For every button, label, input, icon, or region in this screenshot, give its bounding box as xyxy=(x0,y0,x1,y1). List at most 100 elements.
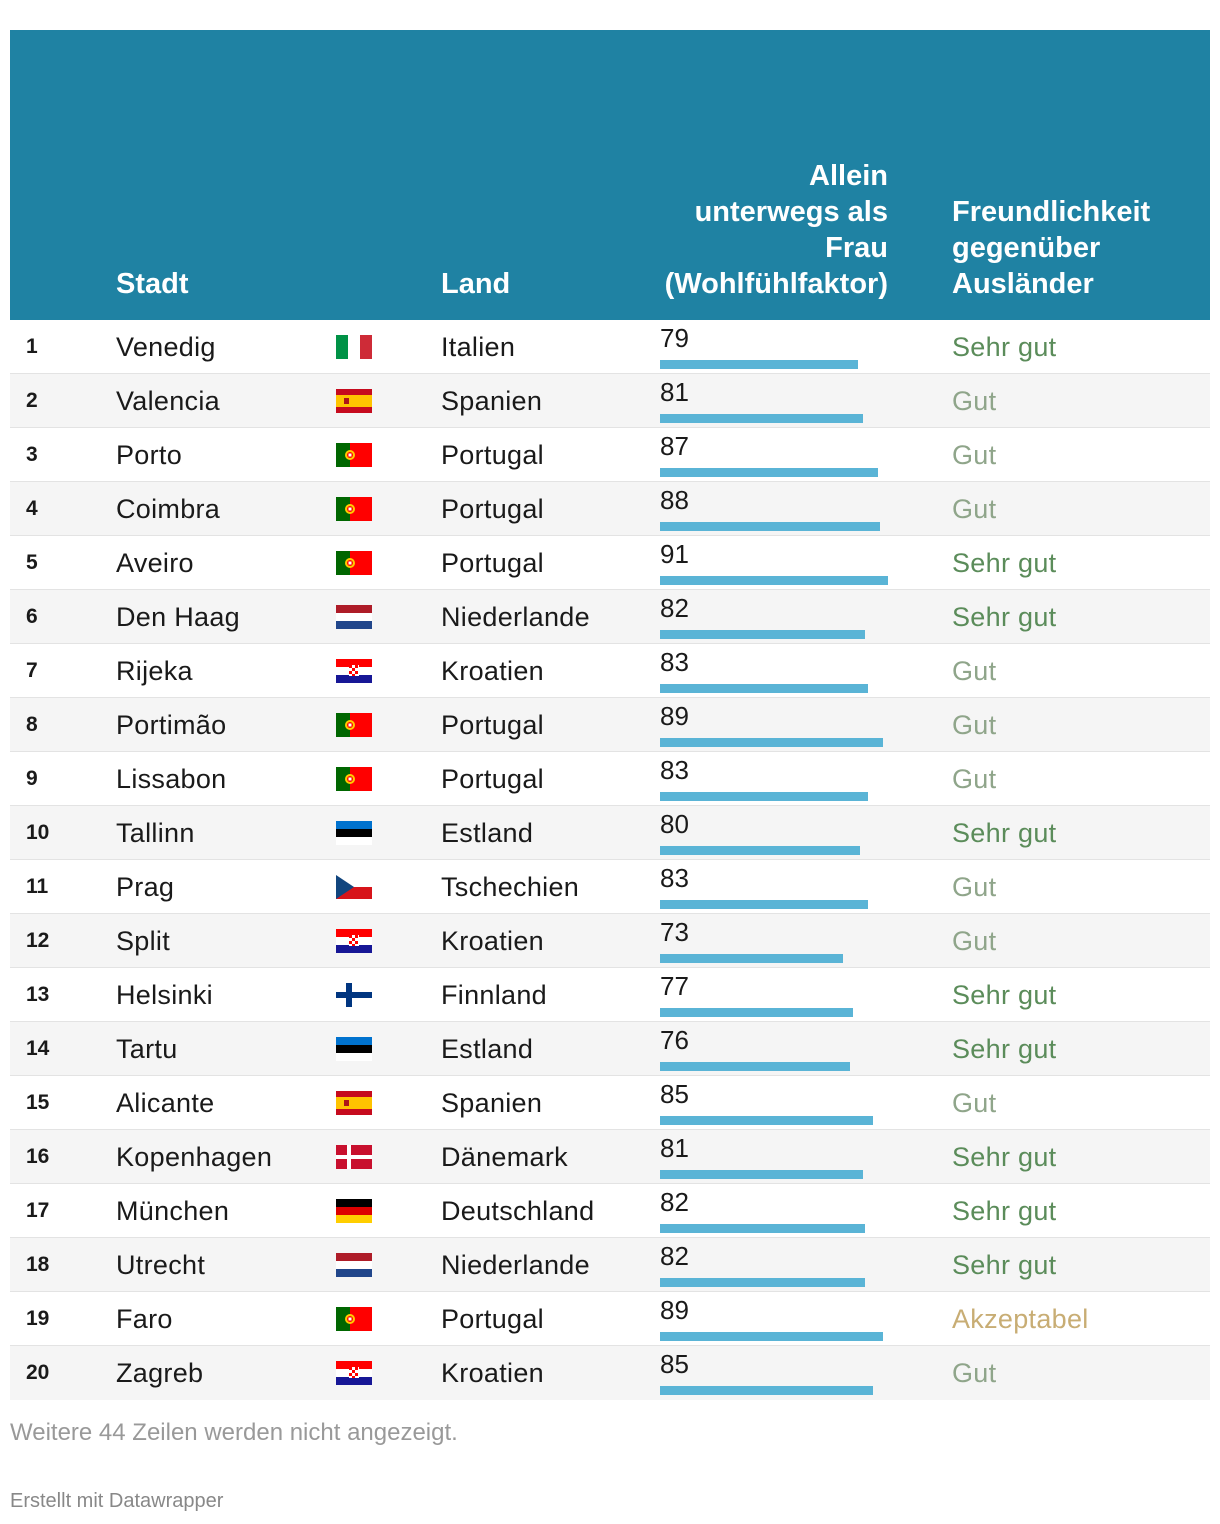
rating-cell: Sehr gut xyxy=(952,1142,1057,1172)
rating-cell: Sehr gut xyxy=(952,818,1057,848)
rank-cell: 19 xyxy=(26,1307,50,1330)
city-cell: Den Haag xyxy=(116,602,240,632)
table-row: 14 Tartu Estland 76 Sehr gut xyxy=(10,1022,1210,1076)
score-bar xyxy=(660,1116,873,1125)
rank-cell: 1 xyxy=(26,335,38,358)
score-bar xyxy=(660,1278,865,1287)
header-land[interactable]: Land xyxy=(441,268,511,300)
table-row: 10 Tallinn Estland 80 Sehr gut xyxy=(10,806,1210,860)
rating-cell: Gut xyxy=(952,440,997,470)
header-allein-unterwegs[interactable]: Allein unterwegs als Frau (Wohlfühlfakto… xyxy=(628,158,888,302)
header-stadt[interactable]: Stadt xyxy=(116,268,189,300)
city-cell: Tartu xyxy=(116,1034,178,1064)
credit-link[interactable]: Erstellt mit Datawrapper xyxy=(10,1490,224,1512)
rank-cell: 11 xyxy=(26,875,49,898)
city-cell: Split xyxy=(116,926,171,956)
rating-cell: Sehr gut xyxy=(952,1034,1057,1064)
rank-cell: 4 xyxy=(26,497,38,520)
table-header: Stadt Land Allein unterwegs als Frau (Wo… xyxy=(10,30,1210,320)
rating-cell: Gut xyxy=(952,764,997,794)
pt-flag-icon xyxy=(336,767,372,791)
rating-cell: Sehr gut xyxy=(952,1250,1057,1280)
score-bar xyxy=(660,1224,865,1233)
rank-cell: 8 xyxy=(26,713,38,736)
country-cell: Tschechien xyxy=(441,872,580,902)
rank-cell: 6 xyxy=(26,605,38,628)
country-cell: Kroatien xyxy=(441,926,544,956)
score-bar xyxy=(660,1386,873,1395)
country-cell: Dänemark xyxy=(441,1142,568,1172)
score-value: 89 xyxy=(660,701,689,731)
score-value: 73 xyxy=(660,917,689,947)
rank-cell: 13 xyxy=(26,983,50,1006)
country-cell: Italien xyxy=(441,332,516,362)
country-cell: Portugal xyxy=(441,710,544,740)
score-value: 76 xyxy=(660,1025,689,1055)
country-cell: Niederlande xyxy=(441,1250,590,1280)
city-cell: Zagreb xyxy=(116,1358,204,1388)
rating-cell: Sehr gut xyxy=(952,602,1057,632)
de-flag-icon xyxy=(336,1199,372,1223)
rating-cell: Akzeptabel xyxy=(952,1304,1089,1334)
rank-cell: 2 xyxy=(26,389,38,412)
score-bar xyxy=(660,954,843,963)
country-cell: Portugal xyxy=(441,440,544,470)
score-value: 83 xyxy=(660,647,689,677)
country-cell: Finnland xyxy=(441,980,547,1010)
score-value: 83 xyxy=(660,863,689,893)
rating-cell: Gut xyxy=(952,710,997,740)
ee-flag-icon xyxy=(336,1037,372,1061)
city-cell: Alicante xyxy=(116,1088,215,1118)
score-value: 81 xyxy=(660,1133,689,1163)
header-freundlichkeit[interactable]: Freundlichkeit gegenüber Ausländer xyxy=(952,194,1202,302)
city-cell: Portimão xyxy=(116,710,227,740)
score-value: 82 xyxy=(660,593,689,623)
score-value: 77 xyxy=(660,971,689,1001)
rank-cell: 3 xyxy=(26,443,38,466)
es-flag-icon xyxy=(336,389,372,413)
footnote: Weitere 44 Zeilen werden nicht angezeigt… xyxy=(10,1419,458,1446)
score-bar xyxy=(660,1332,883,1341)
ee-flag-icon xyxy=(336,821,372,845)
pt-flag-icon xyxy=(336,713,372,737)
rank-cell: 20 xyxy=(26,1361,50,1384)
score-bar xyxy=(660,522,880,531)
ranking-table: Stadt Land Allein unterwegs als Frau (Wo… xyxy=(10,30,1210,1400)
es-flag-icon xyxy=(336,1091,372,1115)
nl-flag-icon xyxy=(336,1253,372,1277)
country-cell: Estland xyxy=(441,1034,534,1064)
rating-cell: Sehr gut xyxy=(952,980,1057,1010)
score-value: 91 xyxy=(660,539,689,569)
pt-flag-icon xyxy=(336,497,372,521)
table-row: 4 Coimbra Portugal 88 Gut xyxy=(10,482,1210,536)
score-value: 81 xyxy=(660,377,689,407)
city-cell: Utrecht xyxy=(116,1250,206,1280)
hr-flag-icon xyxy=(336,929,372,953)
hr-flag-icon xyxy=(336,659,372,683)
table-body: 1 Venedig Italien 79 Sehr gut 2 Valencia Spanie… xyxy=(10,320,1210,1400)
rank-cell: 17 xyxy=(26,1199,50,1222)
rank-cell: 16 xyxy=(26,1145,50,1168)
header-allein-line: Allein xyxy=(809,160,888,192)
score-bar xyxy=(660,792,868,801)
score-bar xyxy=(660,360,858,369)
score-value: 83 xyxy=(660,755,689,785)
city-cell: Tallinn xyxy=(116,818,195,848)
country-cell: Spanien xyxy=(441,386,543,416)
rank-cell: 5 xyxy=(26,551,38,574)
score-value: 85 xyxy=(660,1079,689,1109)
rating-cell: Sehr gut xyxy=(952,548,1057,578)
table-row: 12 Split Kroatien 73 Gut xyxy=(10,914,1210,968)
rating-cell: Gut xyxy=(952,386,997,416)
score-value: 80 xyxy=(660,809,689,839)
score-bar xyxy=(660,1170,863,1179)
score-bar xyxy=(660,414,863,423)
country-cell: Spanien xyxy=(441,1088,543,1118)
table-row: 2 Valencia Spanien 81 Gut xyxy=(10,374,1210,428)
header-freund-line: gegenüber xyxy=(952,232,1101,264)
pt-flag-icon xyxy=(336,1307,372,1331)
header-freund-line: Freundlichkeit xyxy=(952,196,1151,228)
country-cell: Estland xyxy=(441,818,534,848)
score-bar xyxy=(660,1008,853,1017)
table-row: 16 Kopenhagen Dänemark 81 Sehr gut xyxy=(10,1130,1210,1184)
